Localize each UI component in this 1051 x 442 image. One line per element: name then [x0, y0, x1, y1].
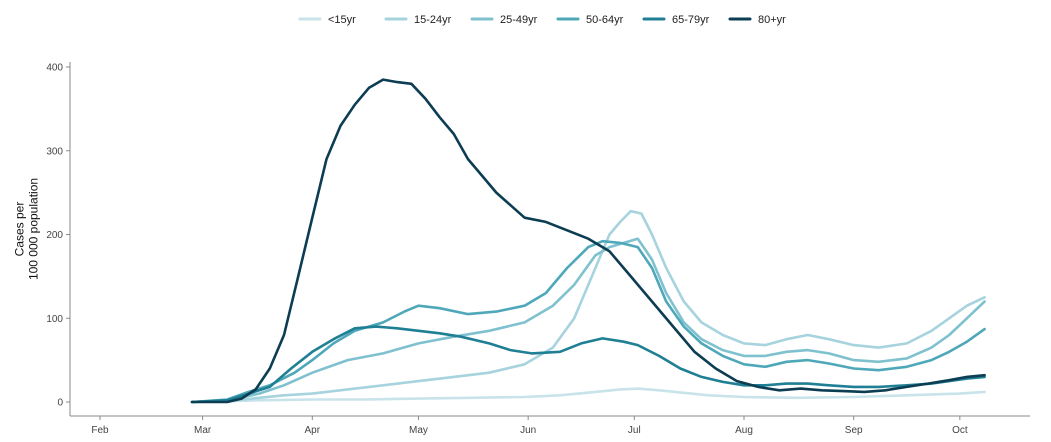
x-tick-label-5: Jul: [628, 425, 641, 436]
series-lines: [190, 78, 986, 404]
x-axis: Feb Mar Apr May Jun Jul Aug Sep Oct: [70, 415, 1030, 436]
series-line-4: [190, 325, 986, 404]
y-axis-title: Cases per100 000 population: [13, 178, 41, 280]
x-tick-label-1: Mar: [194, 425, 212, 436]
y-tick-label-3: 300: [46, 146, 63, 157]
x-tick-label-8: Oct: [952, 425, 968, 436]
series-line-1: [190, 209, 986, 404]
y-axis-title-line-0: Cases per: [13, 202, 27, 257]
y-tick-label-1: 100: [46, 314, 63, 325]
x-tick-label-6: Aug: [735, 425, 753, 436]
legend-label-4: 65-79yr: [672, 14, 710, 26]
y-axis-title-text: Cases per100 000 population: [13, 178, 41, 280]
series-line-5: [190, 78, 986, 404]
series-line-0: [190, 387, 986, 404]
legend-label-5: 80+yr: [758, 14, 786, 26]
legend-label-1: 15-24yr: [414, 14, 452, 26]
x-tick-label-7: Sep: [845, 425, 863, 436]
x-tick-label-4: Jun: [520, 425, 536, 436]
legend-label-0: <15yr: [328, 14, 356, 26]
x-tick-label-2: Apr: [305, 425, 321, 436]
x-tick-label-0: Feb: [91, 425, 109, 436]
y-tick-label-4: 400: [46, 63, 63, 74]
y-axis-title-line-1: 100 000 population: [26, 178, 40, 280]
y-tick-label-0: 0: [57, 398, 63, 409]
y-tick-label-2: 200: [46, 230, 63, 241]
x-tick-label-3: May: [409, 425, 428, 436]
y-axis: 0 100 200 300 400: [46, 62, 71, 416]
legend-label-2: 25-49yr: [500, 14, 538, 26]
legend-label-3: 50-64yr: [586, 14, 624, 26]
legend: <15yr 15-24yr 25-49yr 50-64yr 65-79yr 80+yr: [298, 14, 786, 26]
series-line-2: [190, 237, 986, 404]
series-line-3: [190, 239, 986, 404]
